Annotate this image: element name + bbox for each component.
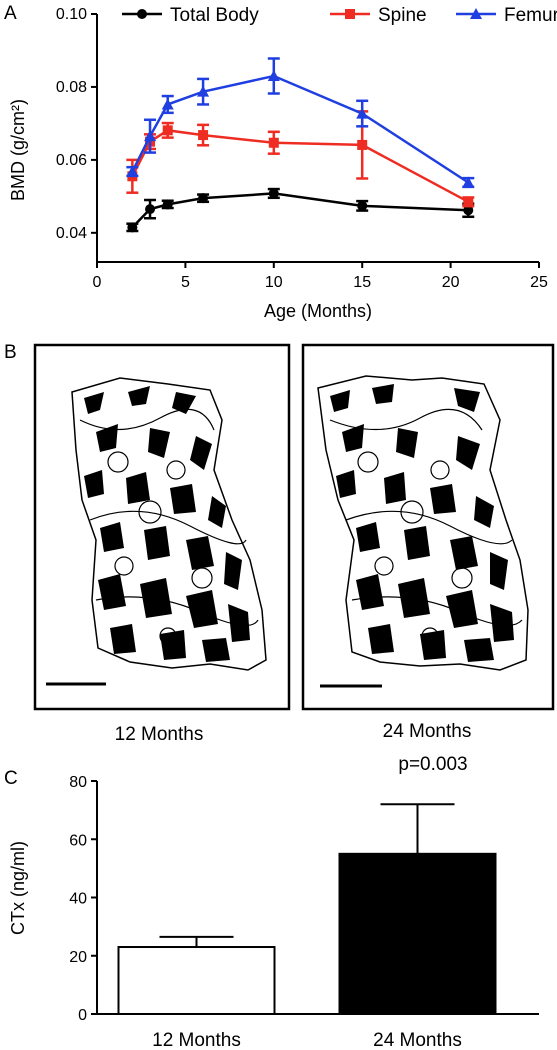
bar-group: 12 Months [117,935,276,1050]
panel-label-a: A [4,3,17,24]
legend-label: Spine [378,5,427,26]
bar-chart-bars: 12 Months 24 Months [117,803,497,1050]
data-point [198,193,209,204]
data-point [162,199,173,210]
x-tick-label: 5 [181,274,190,291]
bar [117,946,276,1016]
series-line [131,192,469,229]
series-line [131,74,469,184]
data-point [268,188,279,199]
y-axis-title: BMD (g/cm²) [8,99,28,201]
data-point [463,196,474,207]
y-tick-label: 0.06 [56,152,87,169]
data-point [161,98,174,110]
x-tick-label: 12 Months [152,1030,241,1050]
data-point [197,85,210,97]
p-value-annotation: p=0.003 [398,754,467,775]
x-tick-label: 10 [265,274,283,291]
legend-item: Femur [456,5,557,26]
data-point [267,70,280,81]
line-chart: Total Body Spine Femur 0 5 10 15 20 250.040.060… [8,5,557,321]
data-point [126,165,139,177]
y-tick-label: 0 [78,1007,87,1024]
x-tick-label: 15 [353,274,371,291]
data-point [463,205,474,216]
x-tick-label: 0 [93,274,102,291]
micro-ct-image-24-months [301,343,555,711]
line-chart-axes: 0 5 10 15 20 25 0.04 0.06 0.08 0.10 [56,6,548,291]
trabecular-bone-pattern [71,377,267,671]
legend: Total Body Spine Femur [122,5,557,26]
x-tick-label: 24 Months [373,1030,462,1050]
legend-label: Femur [504,5,557,26]
series-line [131,129,469,203]
y-tick-label: 20 [69,949,87,966]
line-chart-series [126,57,475,233]
y-tick-label: 80 [69,774,87,791]
data-point [144,130,157,142]
data-point [162,125,173,136]
data-point [357,139,368,150]
data-point [357,200,368,211]
legend-item: Total Body [122,5,259,26]
series-femur [126,57,475,189]
bar-group: 24 Months [338,803,497,1050]
y-tick-label: 60 [69,832,87,849]
y-tick-label: 0.08 [56,79,87,96]
series-spine [126,110,475,208]
legend-marker [137,9,147,19]
micro-ct-image-12-months [33,343,291,711]
y-tick-label: 40 [69,891,87,908]
x-axis-title: Age (Months) [264,301,372,321]
image-caption-12-months: 12 Months [115,724,204,745]
trabecular-bone-pattern [317,375,529,671]
image-caption-24-months: 24 Months [383,721,472,742]
data-point [462,176,475,188]
x-tick-label: 25 [530,274,548,291]
x-tick-label: 20 [442,274,460,291]
legend-marker [470,8,482,19]
data-point [145,204,156,215]
data-point [356,107,369,119]
y-axis-title: CTx (ng/ml) [8,841,28,935]
bar [338,852,497,1015]
y-tick-label: 0.10 [56,6,87,23]
y-tick-label: 0.04 [56,225,87,242]
panel-label-c: C [4,768,18,789]
series-total-body [126,187,475,233]
legend-label: Total Body [170,5,259,26]
legend-marker [345,9,355,19]
data-point [198,130,209,141]
panel-label-b: B [4,342,17,363]
bar-chart: 0 20 40 60 80 12 Months 24 Months p=0.003 CTx… [8,754,539,1050]
legend-item: Spine [330,5,427,26]
data-point [268,137,279,148]
data-point [127,222,138,233]
